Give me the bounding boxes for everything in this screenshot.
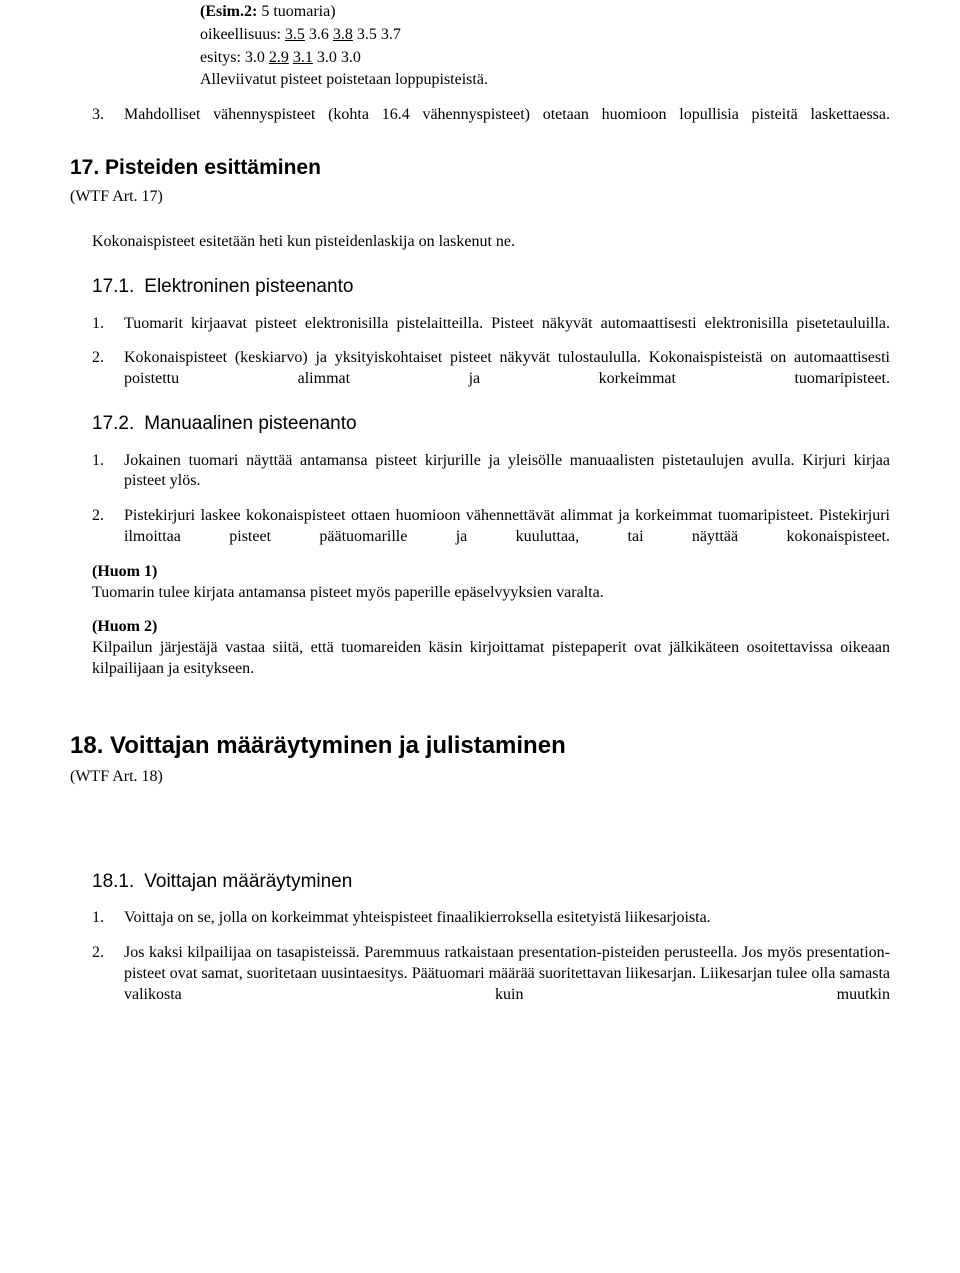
- item-18-1-1-num: 1.: [92, 908, 124, 929]
- item-18-1-1: 1. Voittaja on se, jolla on korkeimmat y…: [70, 908, 890, 929]
- example-title-prefix: (Esim.2:: [200, 3, 257, 20]
- row1-d: 3.5 3.7: [353, 26, 401, 43]
- example-block: (Esim.2: 5 tuomaria) oikeellisuus: 3.5 3…: [200, 2, 890, 91]
- item-17-1-1: 1. Tuomarit kirjaavat pisteet elektronis…: [70, 314, 890, 335]
- row2-label: esitys: 3.0: [200, 49, 269, 66]
- item-18-1-2: 2. Jos kaksi kilpailijaa on tasapisteiss…: [70, 943, 890, 1005]
- section-18-title: 18. Voittajan määräytyminen ja julistami…: [70, 730, 890, 761]
- section-17-2-num: 17.2.: [92, 412, 134, 437]
- note-2-title: (Huom 2): [92, 617, 890, 638]
- note-1: (Huom 1) Tuomarin tulee kirjata antamans…: [92, 562, 890, 604]
- example-title: (Esim.2: 5 tuomaria): [200, 2, 890, 23]
- example-title-rest: 5 tuomaria): [257, 3, 335, 20]
- row2-c: 3.1: [293, 49, 313, 66]
- section-17-1-num: 17.1.: [92, 275, 134, 300]
- row1-c: 3.8: [333, 26, 353, 43]
- section-18-1-num: 18.1.: [92, 870, 134, 895]
- row1-b: 3.6: [305, 26, 333, 43]
- item-17-2-1-num: 1.: [92, 451, 124, 493]
- section-17-title: 17. Pisteiden esittäminen: [70, 154, 890, 181]
- row2-a: 2.9: [269, 49, 289, 66]
- item-17-1-2-text: Kokonaispisteet (keskiarvo) ja yksityisk…: [124, 348, 890, 390]
- section-17-2-label: Manuaalinen pisteenanto: [144, 413, 356, 434]
- item-17-2-1: 1. Jokainen tuomari näyttää antamansa pi…: [70, 451, 890, 493]
- item-3-text: Mahdolliset vähennyspisteet (kohta 16.4 …: [124, 105, 890, 126]
- item-3-num: 3.: [92, 105, 124, 126]
- example-row-3: Alleviivatut pisteet poistetaan loppupis…: [200, 70, 890, 91]
- item-17-2-2-text: Pistekirjuri laskee kokonaispisteet otta…: [124, 506, 890, 548]
- note-1-title: (Huom 1): [92, 562, 890, 583]
- example-row-1: oikeellisuus: 3.5 3.6 3.8 3.5 3.7: [200, 25, 890, 46]
- note-2-body: Kilpailun järjestäjä vastaa siitä, että …: [92, 638, 890, 680]
- section-17-1-title: 17.1. Elektroninen pisteenanto: [70, 275, 890, 300]
- row1-a: 3.5: [285, 26, 305, 43]
- section-18-1-label: Voittajan määräytyminen: [144, 871, 352, 892]
- item-17-1-1-num: 1.: [92, 314, 124, 335]
- section-17-intro: Kokonaispisteet esitetään heti kun piste…: [92, 232, 890, 253]
- section-17-wtf: (WTF Art. 17): [70, 187, 890, 208]
- note-1-body: Tuomarin tulee kirjata antamansa pisteet…: [92, 583, 890, 604]
- section-17-1-label: Elektroninen pisteenanto: [144, 276, 353, 297]
- note-2: (Huom 2) Kilpailun järjestäjä vastaa sii…: [92, 617, 890, 679]
- item-17-2-2: 2. Pistekirjuri laskee kokonaispisteet o…: [70, 506, 890, 548]
- item-17-2-2-num: 2.: [92, 506, 124, 548]
- item-17-1-2-num: 2.: [92, 348, 124, 390]
- item-17-1-1-text: Tuomarit kirjaavat pisteet elektronisill…: [124, 314, 890, 335]
- example-row-2: esitys: 3.0 2.9 3.1 3.0 3.0: [200, 48, 890, 69]
- section-18-1-title: 18.1. Voittajan määräytyminen: [70, 870, 890, 895]
- item-18-1-2-num: 2.: [92, 943, 124, 1005]
- item-18-1-2-text: Jos kaksi kilpailijaa on tasapisteissä. …: [124, 943, 890, 1005]
- row2-d: 3.0 3.0: [313, 49, 361, 66]
- row1-label: oikeellisuus:: [200, 26, 285, 43]
- section-18-wtf: (WTF Art. 18): [70, 767, 890, 788]
- item-18-1-1-text: Voittaja on se, jolla on korkeimmat yhte…: [124, 908, 890, 929]
- section-17-2-title: 17.2. Manuaalinen pisteenanto: [70, 412, 890, 437]
- item-3: 3. Mahdolliset vähennyspisteet (kohta 16…: [70, 105, 890, 126]
- item-17-2-1-text: Jokainen tuomari näyttää antamansa piste…: [124, 451, 890, 493]
- item-17-1-2: 2. Kokonaispisteet (keskiarvo) ja yksity…: [70, 348, 890, 390]
